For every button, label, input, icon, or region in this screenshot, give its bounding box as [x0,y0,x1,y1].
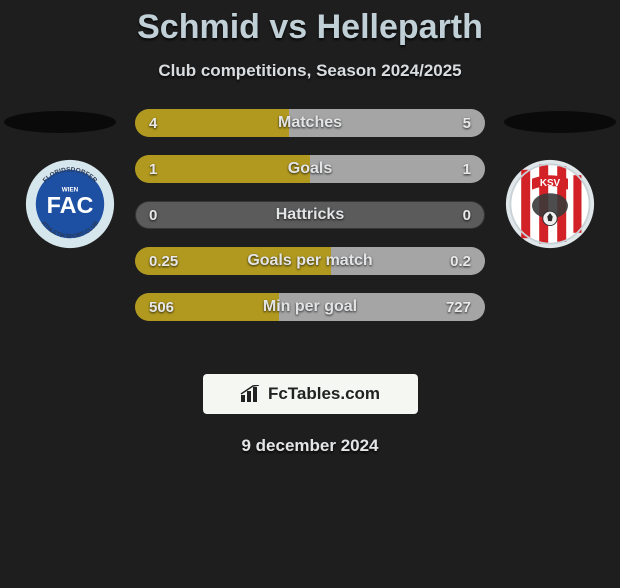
stat-bars: 45Matches 11Goals 00Hattricks 0.250.2Goals … [135,109,485,339]
page-subtitle: Club competitions, Season 2024/2025 [0,61,620,81]
stat-row: 45Matches [135,109,485,137]
svg-text:WIEN: WIEN [62,186,79,193]
ksv-logo-icon: KSV [505,159,595,249]
stat-row: 00Hattricks [135,201,485,229]
club-logo-right: KSV [505,159,595,249]
fac-logo-text: FAC [47,192,94,218]
stat-label: Goals per match [135,247,485,275]
stat-row: 11Goals [135,155,485,183]
stat-label: Matches [135,109,485,137]
stat-row: 0.250.2Goals per match [135,247,485,275]
comparison-area: FAC FLORIDSDORFER ATHLETIKSPORT-CLUB WIE… [0,109,620,364]
shadow-ellipse-left [4,111,116,133]
shadow-ellipse-right [504,111,616,133]
page-title: Schmid vs Helleparth [0,8,620,47]
watermark: FcTables.com [203,374,418,414]
stat-label: Hattricks [135,201,485,229]
svg-text:KSV: KSV [540,178,561,189]
watermark-text: FcTables.com [268,384,380,404]
stat-label: Min per goal [135,293,485,321]
bar-chart-icon [240,385,262,403]
club-logo-left: FAC FLORIDSDORFER ATHLETIKSPORT-CLUB WIE… [25,159,115,249]
stat-label: Goals [135,155,485,183]
stat-row: 506727Min per goal [135,293,485,321]
date-line: 9 december 2024 [0,436,620,456]
fac-logo-icon: FAC FLORIDSDORFER ATHLETIKSPORT-CLUB WIE… [25,159,115,249]
